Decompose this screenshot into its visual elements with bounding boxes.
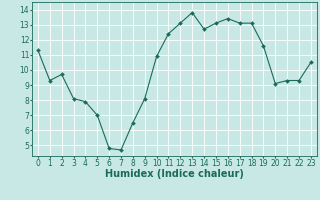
X-axis label: Humidex (Indice chaleur): Humidex (Indice chaleur) [105, 169, 244, 179]
